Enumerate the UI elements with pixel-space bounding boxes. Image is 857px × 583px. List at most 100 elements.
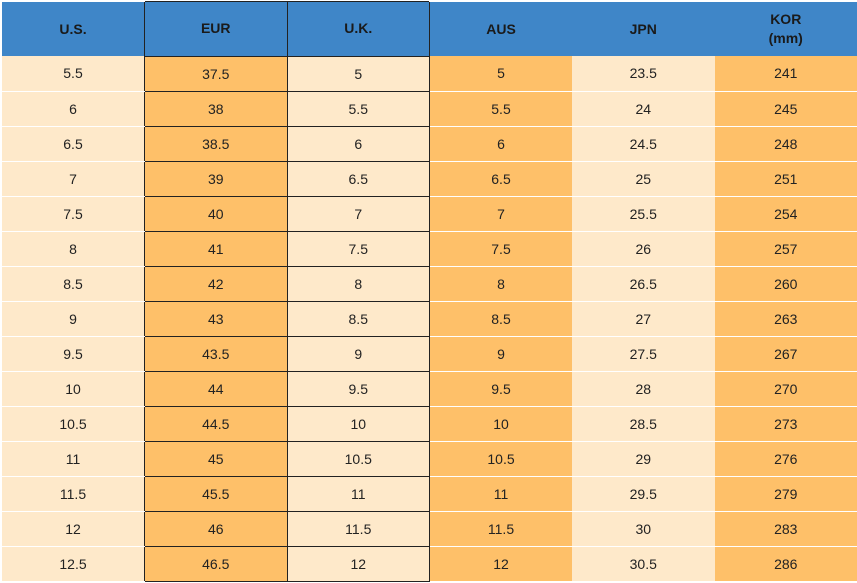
table-row: 9 43 8.5 8.5 27 263	[2, 301, 857, 337]
table-cell: 248	[714, 126, 857, 162]
table-cell: 23.5	[572, 56, 715, 92]
table-cell: 46	[144, 511, 288, 547]
table-cell: 38	[144, 91, 288, 127]
table-cell: 41	[144, 231, 288, 267]
table-cell: 28	[572, 371, 715, 407]
table-cell: 8	[286, 266, 430, 302]
table-cell: 11	[286, 476, 430, 512]
table-cell: 9.5	[2, 336, 145, 372]
table-cell: 263	[714, 301, 857, 337]
table-cell: 9.5	[286, 371, 430, 407]
table-cell: 8.5	[286, 301, 430, 337]
table-cell: 5	[429, 56, 572, 92]
table-body: 5.5 37.5 5 5 23.5 241 6 38 5.5 5.5 24 245 6.5 38.5 6 6 2…	[2, 56, 857, 582]
table-cell: 25	[572, 161, 715, 197]
table-cell: 5.5	[429, 91, 572, 127]
table-cell: 10	[286, 406, 430, 442]
table-cell: 7.5	[429, 231, 572, 267]
table-cell: 7	[429, 196, 572, 232]
table-cell: 42	[144, 266, 288, 302]
table-cell: 44	[144, 371, 288, 407]
table-cell: 8.5	[2, 266, 145, 302]
table-cell: 6	[429, 126, 572, 162]
table-cell: 11.5	[429, 511, 572, 547]
table-cell: 10.5	[429, 441, 572, 477]
table-row: 8 41 7.5 7.5 26 257	[2, 231, 857, 267]
table-cell: 26.5	[572, 266, 715, 302]
table-cell: 37.5	[144, 56, 288, 92]
table-row: 11.5 45.5 11 11 29.5 279	[2, 476, 857, 512]
table-cell: 9	[2, 301, 145, 337]
table-row: 6.5 38.5 6 6 24.5 248	[2, 126, 857, 162]
table-cell: 251	[714, 161, 857, 197]
table-cell: 38.5	[144, 126, 288, 162]
table-cell: 11.5	[286, 511, 430, 547]
table-cell: 8	[2, 231, 145, 267]
table-row: 5.5 37.5 5 5 23.5 241	[2, 56, 857, 92]
table-cell: 8.5	[429, 301, 572, 337]
table-row: 12.5 46.5 12 12 30.5 286	[2, 546, 857, 582]
table-cell: 12	[286, 546, 430, 582]
table-cell: 6	[2, 91, 145, 127]
table-cell: 26	[572, 231, 715, 267]
table-cell: 7.5	[286, 231, 430, 267]
table-cell: 273	[714, 406, 857, 442]
table-cell: 29.5	[572, 476, 715, 512]
column-header: U.K.	[286, 0, 430, 57]
table-cell: 28.5	[572, 406, 715, 442]
table-cell: 12.5	[2, 546, 145, 582]
table-cell: 30	[572, 511, 715, 547]
table-cell: 9	[429, 336, 572, 372]
table-cell: 286	[714, 546, 857, 582]
table-cell: 8	[429, 266, 572, 302]
table-cell: 39	[144, 161, 288, 197]
table-cell: 254	[714, 196, 857, 232]
table-cell: 12	[2, 511, 145, 547]
table-row: 7 39 6.5 6.5 25 251	[2, 161, 857, 197]
table-cell: 6	[286, 126, 430, 162]
table-cell: 267	[714, 336, 857, 372]
table-cell: 27.5	[572, 336, 715, 372]
table-cell: 9.5	[429, 371, 572, 407]
table-cell: 24	[572, 91, 715, 127]
table-cell: 279	[714, 476, 857, 512]
table-row: 10 44 9.5 9.5 28 270	[2, 371, 857, 407]
table-cell: 10.5	[2, 406, 145, 442]
table-cell: 43.5	[144, 336, 288, 372]
table-cell: 7	[2, 161, 145, 197]
table-cell: 45	[144, 441, 288, 477]
table-row: 12 46 11.5 11.5 30 283	[2, 511, 857, 547]
table-cell: 44.5	[144, 406, 288, 442]
table-cell: 43	[144, 301, 288, 337]
table-cell: 270	[714, 371, 857, 407]
table-cell: 245	[714, 91, 857, 127]
table-row: 9.5 43.5 9 9 27.5 267	[2, 336, 857, 372]
table-cell: 12	[429, 546, 572, 582]
table-cell: 283	[714, 511, 857, 547]
table-cell: 45.5	[144, 476, 288, 512]
table-row: 8.5 42 8 8 26.5 260	[2, 266, 857, 302]
table-cell: 10.5	[286, 441, 430, 477]
column-header: U.S.	[2, 0, 145, 56]
column-header: JPN	[572, 0, 715, 56]
table-cell: 6.5	[2, 126, 145, 162]
table-cell: 260	[714, 266, 857, 302]
table-cell: 6.5	[286, 161, 430, 197]
table-cell: 5	[286, 56, 430, 92]
header-row: U.S. EUR U.K. AUS JPN KOR (mm)	[2, 0, 857, 57]
column-header: EUR	[144, 0, 288, 57]
table-row: 6 38 5.5 5.5 24 245	[2, 91, 857, 127]
table-cell: 5.5	[2, 56, 145, 92]
table-row: 11 45 10.5 10.5 29 276	[2, 441, 857, 477]
table-cell: 11	[429, 476, 572, 512]
table-cell: 25.5	[572, 196, 715, 232]
table-cell: 7	[286, 196, 430, 232]
table-cell: 30.5	[572, 546, 715, 582]
table-cell: 10	[2, 371, 145, 407]
table-cell: 46.5	[144, 546, 288, 582]
table-cell: 257	[714, 231, 857, 267]
table-cell: 7.5	[2, 196, 145, 232]
table-cell: 10	[429, 406, 572, 442]
